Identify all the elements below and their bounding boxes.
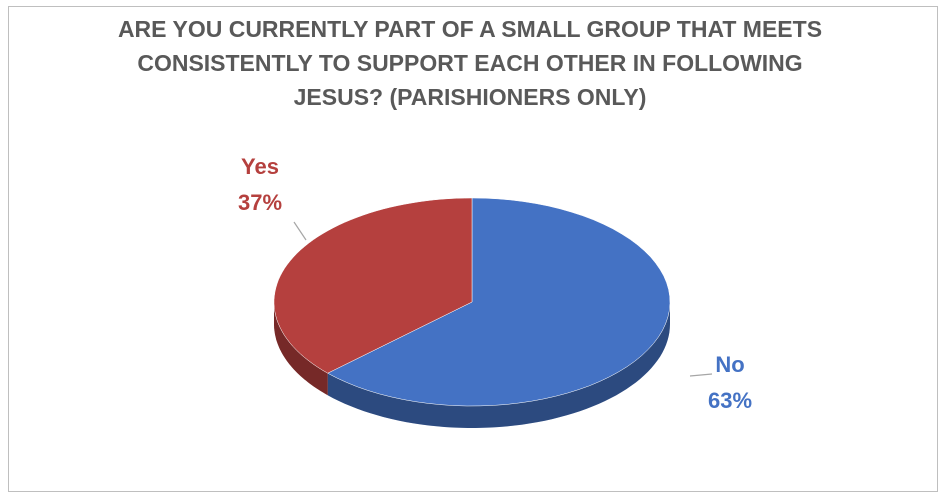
slice-side-shade xyxy=(274,302,328,396)
slice-label: Yes xyxy=(241,154,279,179)
slice-value-label: 63% xyxy=(708,388,752,413)
slice-side-shade xyxy=(327,302,670,428)
chart-frame xyxy=(8,6,938,492)
pie-slice xyxy=(273,197,473,374)
pie-slice xyxy=(327,197,671,407)
slice-label: No xyxy=(715,352,744,377)
slice-value-label: 37% xyxy=(238,190,282,215)
slice-side xyxy=(327,302,670,428)
leader-line xyxy=(293,221,307,241)
chart-title: ARE YOU CURRENTLY PART OF A SMALL GROUP … xyxy=(117,16,823,110)
slice-side xyxy=(274,302,328,396)
leader-line xyxy=(689,373,713,377)
